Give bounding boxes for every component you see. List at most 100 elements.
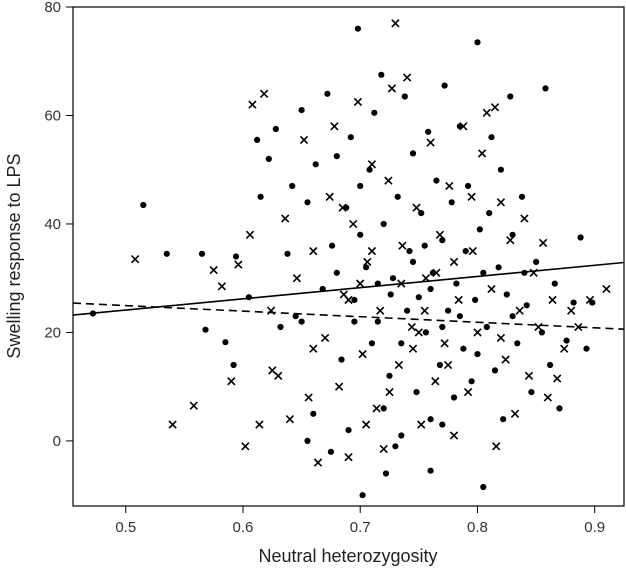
data-point-cross [467, 192, 476, 201]
data-point-cross [407, 322, 416, 332]
data-point-circle [448, 199, 455, 206]
data-point-cross [432, 268, 441, 277]
data-point-cross [468, 246, 477, 256]
data-point-circle [476, 226, 483, 233]
data-point-circle [491, 367, 499, 374]
data-point-cross [487, 284, 496, 294]
data-point-circle [163, 250, 170, 257]
data-point-circle [497, 166, 504, 173]
data-point-circle [495, 264, 502, 271]
data-point-cross [379, 444, 388, 454]
data-point-cross [227, 377, 236, 386]
data-point-cross [309, 246, 318, 256]
y-axis-title: Swelling response to LPS [4, 153, 24, 358]
data-point-circle [456, 313, 463, 320]
data-point-circle [427, 416, 434, 423]
data-point-cross [168, 420, 177, 429]
data-point-cross [338, 203, 347, 212]
data-point-cross [454, 295, 463, 305]
data-point-cross [391, 19, 400, 28]
data-point-cross [496, 198, 506, 207]
data-point-circle [272, 125, 279, 133]
data-point-cross [367, 160, 377, 169]
data-point-circle [474, 351, 481, 358]
data-point-circle [474, 39, 481, 46]
data-point-circle [401, 93, 408, 100]
data-point-circle [368, 340, 375, 347]
data-point-cross [602, 284, 611, 294]
data-point-cross [245, 230, 255, 239]
data-point-cross [344, 295, 353, 305]
data-point-circle [198, 250, 206, 257]
data-point-cross [330, 122, 339, 131]
data-point-cross [361, 420, 371, 429]
data-point-circle [333, 153, 340, 160]
data-point-cross [435, 230, 445, 239]
data-point-circle [347, 134, 354, 141]
data-point-circle [378, 71, 385, 78]
data-point-cross [217, 282, 227, 291]
data-point-cross [585, 295, 595, 305]
data-marks [89, 19, 611, 499]
data-point-circle [542, 85, 549, 92]
data-point-cross [268, 366, 277, 375]
data-point-cross [353, 97, 363, 107]
y-tick-label: 60 [44, 107, 61, 124]
data-point-cross [363, 257, 372, 267]
data-point-cross [259, 89, 269, 98]
data-point-circle [380, 220, 387, 228]
data-point-circle [445, 307, 452, 314]
data-point-circle [298, 107, 305, 114]
data-point-circle [450, 394, 458, 401]
data-point-circle [398, 432, 405, 439]
data-point-circle [222, 339, 229, 346]
data-point-cross [385, 387, 394, 397]
data-point-circle [202, 326, 209, 333]
data-point-cross [574, 322, 583, 332]
data-point-cross [420, 306, 429, 315]
data-point-circle [409, 258, 417, 265]
data-point-circle [413, 389, 420, 396]
data-point-circle [351, 318, 358, 325]
y-tick-label: 40 [44, 216, 61, 233]
data-point-circle [507, 93, 514, 100]
data-point-cross [496, 333, 506, 343]
data-point-circle [333, 269, 340, 276]
data-point-circle [577, 234, 584, 241]
data-point-cross [473, 328, 482, 337]
data-point-cross [372, 404, 381, 413]
fit-line-solid [72, 261, 625, 316]
data-point-circle [338, 356, 345, 363]
data-point-circle [312, 161, 319, 168]
data-point-cross [281, 214, 290, 223]
data-point-circle [366, 166, 373, 173]
data-point-circle [486, 210, 493, 217]
data-point-circle [404, 307, 411, 314]
data-point-cross [394, 360, 404, 370]
data-point-cross [459, 122, 468, 131]
data-point-circle [421, 242, 428, 249]
data-point-cross [387, 84, 397, 93]
data-point-circle [538, 329, 546, 336]
data-point-circle [289, 182, 296, 190]
data-point-cross [408, 344, 418, 353]
data-point-cross [376, 306, 385, 315]
data-point-cross [299, 135, 309, 145]
data-point-cross [492, 442, 501, 451]
data-point-circle [394, 193, 401, 200]
data-point-cross [524, 371, 534, 380]
data-point-circle [439, 421, 446, 428]
data-point-circle [357, 231, 364, 238]
data-point-circle [483, 323, 490, 331]
data-point-circle [439, 237, 446, 244]
y-tick-label: 0 [53, 433, 61, 450]
data-point-circle [245, 294, 252, 301]
data-point-cross [334, 382, 344, 391]
data-point-circle [389, 275, 397, 282]
data-point-circle [398, 340, 405, 347]
data-point-cross [412, 203, 421, 212]
data-point-cross [320, 333, 330, 343]
data-point-cross [520, 214, 529, 223]
data-point-circle [324, 90, 331, 97]
